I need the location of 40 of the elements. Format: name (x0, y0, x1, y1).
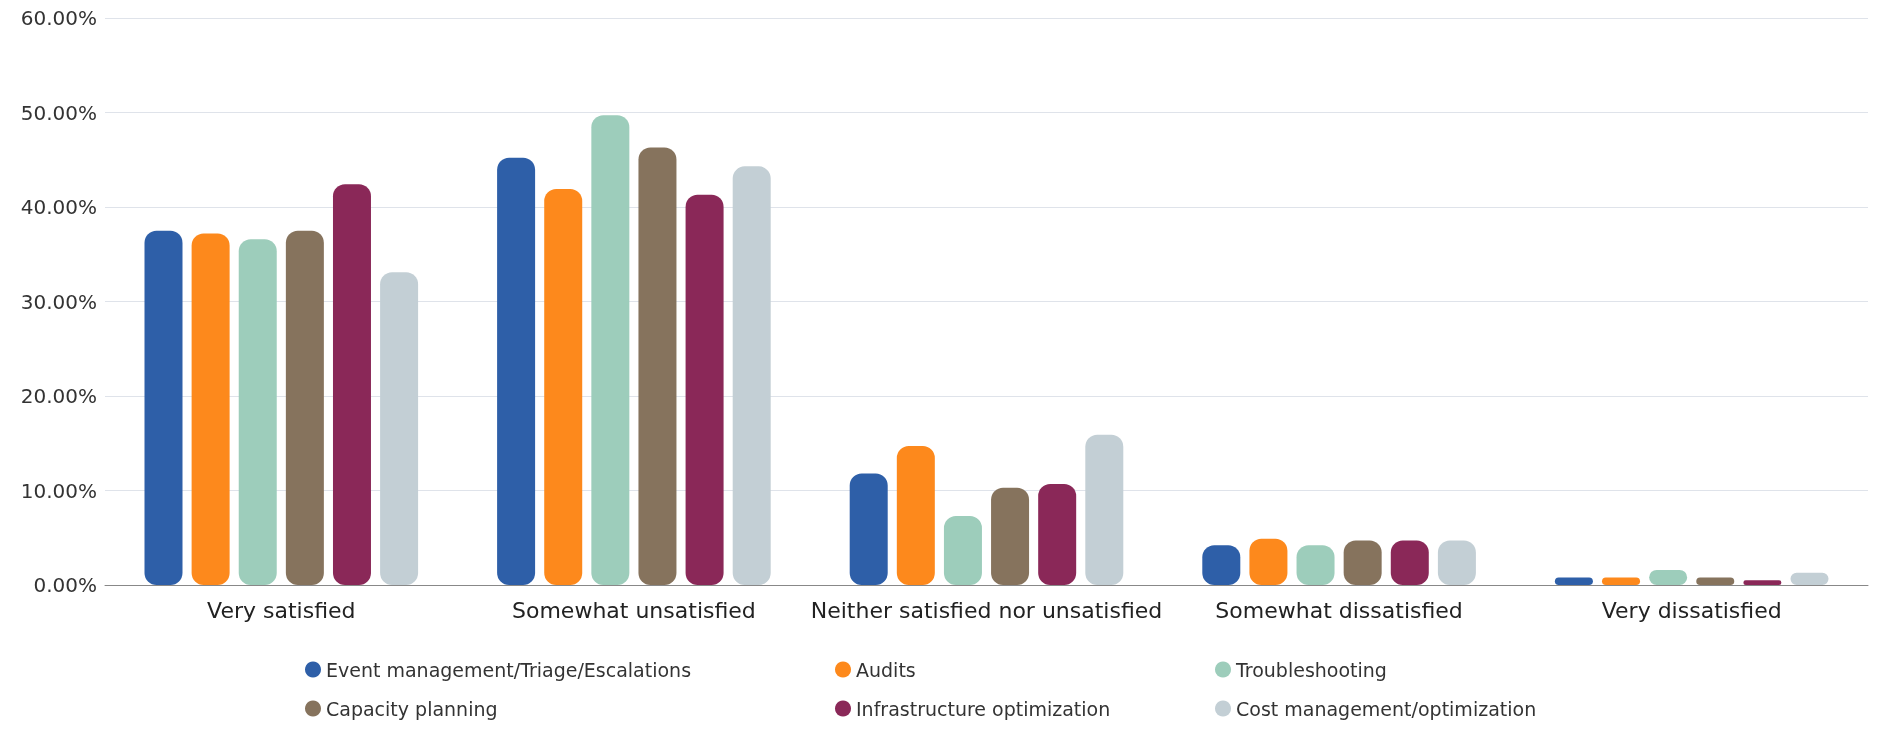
y-tick-label: 30.00% (20, 289, 97, 314)
x-tick-label: Somewhat dissatisfied (1215, 597, 1463, 623)
bar (1696, 577, 1735, 585)
bar (991, 487, 1030, 585)
legend-label: Event management/Triage/Escalations (326, 658, 692, 681)
legend-label: Capacity planning (326, 697, 498, 720)
y-tick-label: 0.00% (33, 573, 97, 597)
bar (896, 446, 935, 585)
bar (591, 115, 630, 585)
x-tick-label: Very satisfied (207, 597, 356, 623)
bar (497, 157, 536, 585)
x-tick-label: Very dissatisfied (1601, 597, 1782, 623)
legend-label: Infrastructure optimization (856, 697, 1111, 720)
bar (332, 184, 371, 585)
bar (1038, 483, 1077, 585)
bar (849, 473, 888, 585)
bar (943, 516, 982, 585)
x-tick-label: Somewhat unsatisfied (511, 597, 756, 623)
y-tick-label: 10.00% (20, 478, 97, 503)
x-tick-label: Neither satisfied nor unsatisfied (810, 597, 1163, 623)
bar (1743, 580, 1782, 585)
bar (144, 230, 183, 585)
bar (544, 189, 583, 585)
y-tick-label: 40.00% (20, 195, 97, 219)
bar (638, 147, 677, 585)
bar (1602, 577, 1641, 585)
bar (732, 166, 771, 585)
y-tick-label: 50.00% (20, 100, 97, 125)
y-tick-label: 60.00% (20, 6, 97, 30)
legend-label: Cost management/optimization (1236, 697, 1537, 720)
bar (1554, 577, 1593, 585)
bar (1085, 434, 1124, 585)
bar (380, 272, 419, 585)
bar (191, 233, 230, 585)
legend-label: Audits (856, 658, 916, 681)
bar (685, 194, 724, 585)
bar (285, 230, 324, 585)
y-tick-label: 20.00% (20, 384, 97, 408)
bar (238, 239, 277, 585)
legend-label: Troubleshooting (1235, 658, 1387, 681)
